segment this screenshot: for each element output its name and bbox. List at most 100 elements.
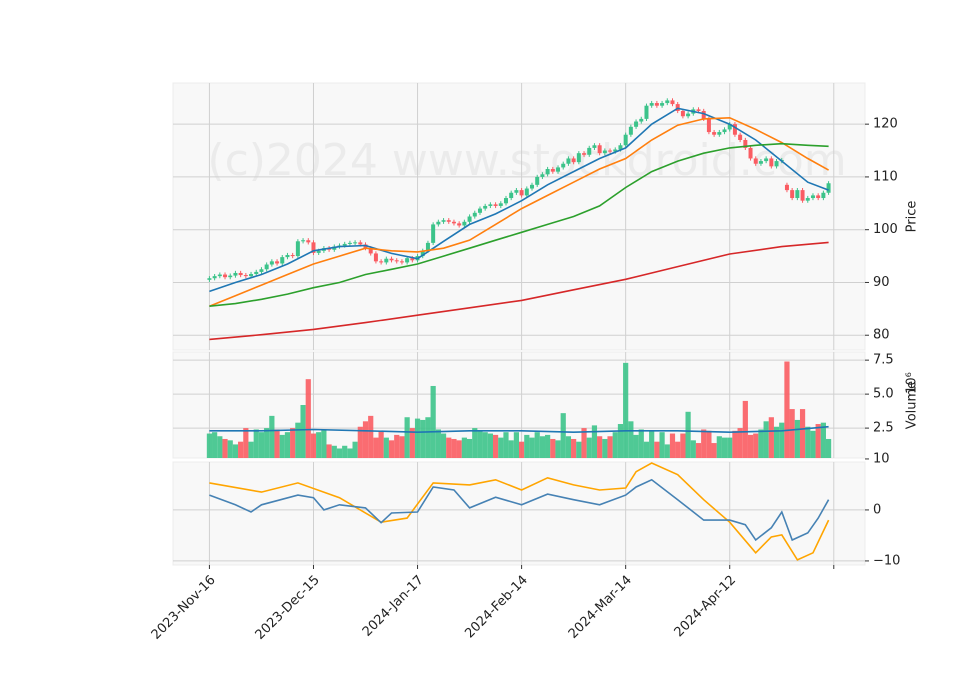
volume-bar	[310, 433, 317, 458]
candle-body	[384, 258, 389, 263]
volume-bar	[368, 415, 374, 458]
volume-bar	[732, 430, 738, 458]
volume-bar	[571, 438, 577, 458]
candle-body	[826, 183, 831, 193]
volume-bar	[513, 432, 519, 458]
volume-bar	[805, 426, 811, 458]
volume-bar	[232, 444, 239, 458]
candle-body	[795, 190, 800, 199]
volume-bar	[664, 444, 670, 458]
candle-body	[582, 153, 587, 155]
candle-body	[805, 198, 810, 201]
candle-body	[774, 161, 779, 167]
candle-body	[696, 109, 701, 111]
candle-body	[634, 121, 639, 127]
candle-body	[587, 147, 592, 155]
volume-bar	[607, 436, 613, 458]
volume-bar	[706, 430, 712, 458]
line	[209, 107, 829, 293]
volume-bar	[799, 409, 806, 458]
candle-body	[457, 223, 462, 226]
volume-bar	[586, 437, 592, 458]
candle-body	[306, 240, 311, 243]
volume-bar	[529, 437, 535, 458]
candle-body	[243, 275, 248, 277]
volume-bar	[721, 437, 728, 458]
volume-bar	[425, 417, 431, 458]
candle-body	[727, 124, 732, 130]
volume-bar	[685, 411, 691, 458]
volume-bar	[690, 440, 696, 458]
candle-body	[602, 150, 607, 154]
volume-bar	[290, 428, 296, 458]
volume-bar	[227, 440, 233, 458]
candle-body	[784, 184, 789, 191]
y-tick-label: 90	[873, 275, 890, 290]
volume-bar	[779, 422, 785, 458]
candle-body	[405, 258, 410, 263]
candle-body	[561, 163, 566, 168]
volume-bar	[695, 443, 702, 458]
candle-body	[451, 221, 456, 224]
candle-body	[498, 203, 503, 206]
candle-body	[571, 158, 576, 163]
candle-body	[764, 158, 769, 162]
volume-bar	[825, 438, 832, 458]
candle-body	[816, 195, 821, 199]
y-tick-label: −10	[873, 553, 900, 568]
volume-bar	[466, 438, 473, 458]
volume-bar	[794, 419, 800, 458]
volume-bar	[701, 429, 707, 458]
candle-body	[389, 258, 394, 261]
candle-body	[738, 134, 743, 140]
candle-body	[259, 269, 264, 272]
volume-bar	[253, 429, 259, 458]
candle-body	[743, 139, 748, 148]
volume-bar	[446, 437, 452, 458]
volume-bar	[492, 434, 499, 458]
candle-body	[535, 176, 540, 185]
candle-body	[207, 278, 212, 280]
candle-body	[503, 198, 508, 204]
volume-bar	[399, 436, 405, 458]
volume-bar	[477, 430, 483, 458]
y-tick-label: 10	[873, 451, 890, 466]
x-tick-label: 2024-Apr-12	[672, 573, 739, 640]
candle-body	[373, 253, 378, 262]
candle-body	[223, 274, 228, 278]
volume-bar	[435, 429, 441, 458]
y-tick-label: 110	[873, 169, 898, 184]
candle-body	[368, 248, 373, 254]
candle-body	[301, 240, 306, 242]
volume-bar	[352, 441, 358, 458]
candle-body	[790, 190, 795, 199]
volume-bar	[472, 428, 478, 458]
volume-bar	[300, 405, 306, 458]
line	[209, 142, 829, 307]
candle-body	[545, 169, 550, 175]
candle-body	[436, 221, 441, 225]
volume-bar	[362, 421, 369, 458]
volume-bar	[212, 432, 218, 458]
volume-bar	[539, 436, 546, 458]
volume-bar	[274, 429, 280, 458]
volume-bar	[378, 430, 384, 458]
volume-bar	[258, 432, 265, 458]
candle-body	[295, 241, 300, 257]
x-tick-label: 2024-Mar-14	[566, 573, 635, 642]
volume-bar	[243, 428, 249, 458]
volume-bar	[295, 422, 301, 458]
candle-body	[285, 255, 290, 258]
volume-bar	[597, 436, 603, 458]
candle-body	[290, 255, 295, 257]
volume-bar	[217, 436, 223, 458]
volume-bar	[633, 434, 639, 458]
candle-body	[311, 242, 316, 253]
volume-bar	[451, 438, 457, 458]
volume-bar	[773, 426, 780, 458]
candle-body	[686, 113, 691, 117]
line	[209, 116, 829, 307]
volume-bar	[388, 440, 395, 458]
volume-bar	[519, 441, 525, 458]
volume-bar	[617, 424, 624, 458]
